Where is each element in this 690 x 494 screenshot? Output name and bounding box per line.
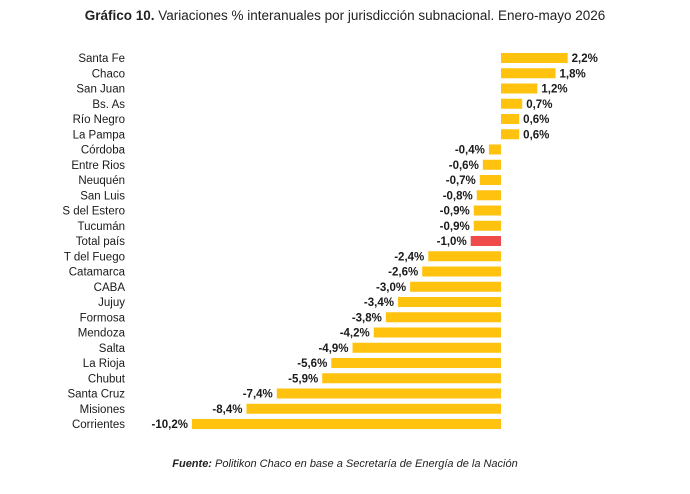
value-label-corrientes: -10,2% <box>152 419 188 431</box>
category-label-santa-cruz: Santa Cruz <box>67 389 125 401</box>
value-label-jujuy: -3,4% <box>364 297 394 309</box>
category-label-corrientes: Corrientes <box>72 419 125 431</box>
category-label-la-rioja: La Rioja <box>83 358 126 370</box>
category-label-santa-fe: Santa Fe <box>78 53 125 65</box>
value-label-total-pais: -1,0% <box>437 236 467 248</box>
category-label-jujuy: Jujuy <box>98 297 125 309</box>
value-label-misiones: -8,4% <box>212 404 242 416</box>
source-label: Fuente: <box>172 458 212 470</box>
bars-group <box>191 53 568 429</box>
category-label-chaco: Chaco <box>92 68 125 80</box>
value-label-bs-as: 0,7% <box>526 99 552 111</box>
bar-chubut <box>322 373 501 384</box>
bar-la-pampa <box>501 129 520 140</box>
category-label-caba: CABA <box>94 282 126 294</box>
chart-title-number: Gráfico 10. <box>84 8 155 23</box>
value-label-san-luis: -0,8% <box>443 190 473 202</box>
value-label-salta: -4,9% <box>318 343 348 355</box>
bar-mendoza <box>373 327 501 338</box>
bar-san-juan <box>501 83 538 94</box>
category-label-formosa: Formosa <box>80 312 126 324</box>
category-label-cordoba: Córdoba <box>81 145 126 157</box>
bar-t-del-fuego <box>428 251 501 262</box>
bar-san-luis <box>476 190 501 201</box>
value-label-chaco: 1,8% <box>560 68 586 80</box>
category-label-entre-rios: Entre Rios <box>71 160 125 172</box>
category-label-bs-as: Bs. As <box>92 99 125 111</box>
bar-total-pais <box>470 236 501 246</box>
category-label-catamarca: Catamarca <box>69 267 126 279</box>
bar-tucuman <box>473 220 501 231</box>
category-label-s-del-estero: S del Estero <box>62 206 125 218</box>
category-label-rio-negro: Río Negro <box>73 114 125 126</box>
value-label-entre-rios: -0,6% <box>449 160 479 172</box>
value-label-chubut: -5,9% <box>288 373 318 385</box>
category-label-total-pais: Total país <box>76 236 125 248</box>
category-label-tucuman: Tucumán <box>77 221 125 233</box>
bar-caba <box>410 281 501 292</box>
bar-catamarca <box>422 266 501 277</box>
bar-misiones <box>246 403 501 414</box>
bar-salta <box>352 342 501 353</box>
bar-rio-negro <box>501 114 520 124</box>
value-label-s-del-estero: -0,9% <box>440 206 470 218</box>
source-text: Politikon Chaco en base a Secretaría de … <box>211 458 518 470</box>
value-label-tucuman: -0,9% <box>440 221 470 233</box>
bar-jujuy <box>397 297 501 307</box>
chart-title-text: Variaciones % interanuales por jurisdicc… <box>154 8 606 23</box>
category-label-san-juan: San Juan <box>76 84 125 96</box>
value-label-mendoza: -4,2% <box>340 328 370 340</box>
value-label-cordoba: -0,4% <box>455 145 485 157</box>
value-label-caba: -3,0% <box>376 282 406 294</box>
bar-entre-rios <box>482 159 501 170</box>
value-label-t-del-fuego: -2,4% <box>394 251 424 263</box>
value-label-san-juan: 1,2% <box>541 84 567 96</box>
bar-cordoba <box>488 144 501 155</box>
category-labels-group: Santa Fe Chaco San Juan Bs. As Río Negro La P… <box>62 53 125 431</box>
chart-title: Gráfico 10. Variaciones % interanuales p… <box>0 8 690 23</box>
bar-la-rioja <box>331 358 501 368</box>
category-label-san-luis: San Luis <box>80 190 125 202</box>
bar-corrientes <box>191 419 501 429</box>
category-label-neuquen: Neuquén <box>78 175 125 187</box>
source-note: Fuente: Politikon Chaco en base a Secret… <box>0 458 690 470</box>
category-label-la-pampa: La Pampa <box>73 129 126 141</box>
category-label-t-del-fuego: T del Fuego <box>64 251 125 263</box>
value-label-neuquen: -0,7% <box>446 175 476 187</box>
bar-santa-cruz <box>276 388 501 399</box>
category-label-chubut: Chubut <box>88 373 126 385</box>
value-label-la-pampa: 0,6% <box>523 129 549 141</box>
category-label-salta: Salta <box>99 343 126 355</box>
bar-formosa <box>385 312 501 323</box>
value-label-catamarca: -2,6% <box>388 267 418 279</box>
category-label-misiones: Misiones <box>80 404 126 416</box>
category-label-mendoza: Mendoza <box>78 328 126 340</box>
value-label-santa-fe: 2,2% <box>572 53 598 65</box>
bar-chaco <box>501 68 556 79</box>
value-labels-group: 2,2% 1,8% 1,2% 0,7% 0,6% 0,6% -0,4% -0,6% -0,7% -… <box>152 53 598 431</box>
bar-santa-fe <box>501 53 568 63</box>
bar-s-del-estero <box>473 205 501 216</box>
value-label-santa-cruz: -7,4% <box>243 389 273 401</box>
value-label-formosa: -3,8% <box>352 312 382 324</box>
bar-bs-as <box>501 98 523 109</box>
value-label-la-rioja: -5,6% <box>297 358 327 370</box>
bar-neuquen <box>479 175 501 185</box>
value-label-rio-negro: 0,6% <box>523 114 549 126</box>
